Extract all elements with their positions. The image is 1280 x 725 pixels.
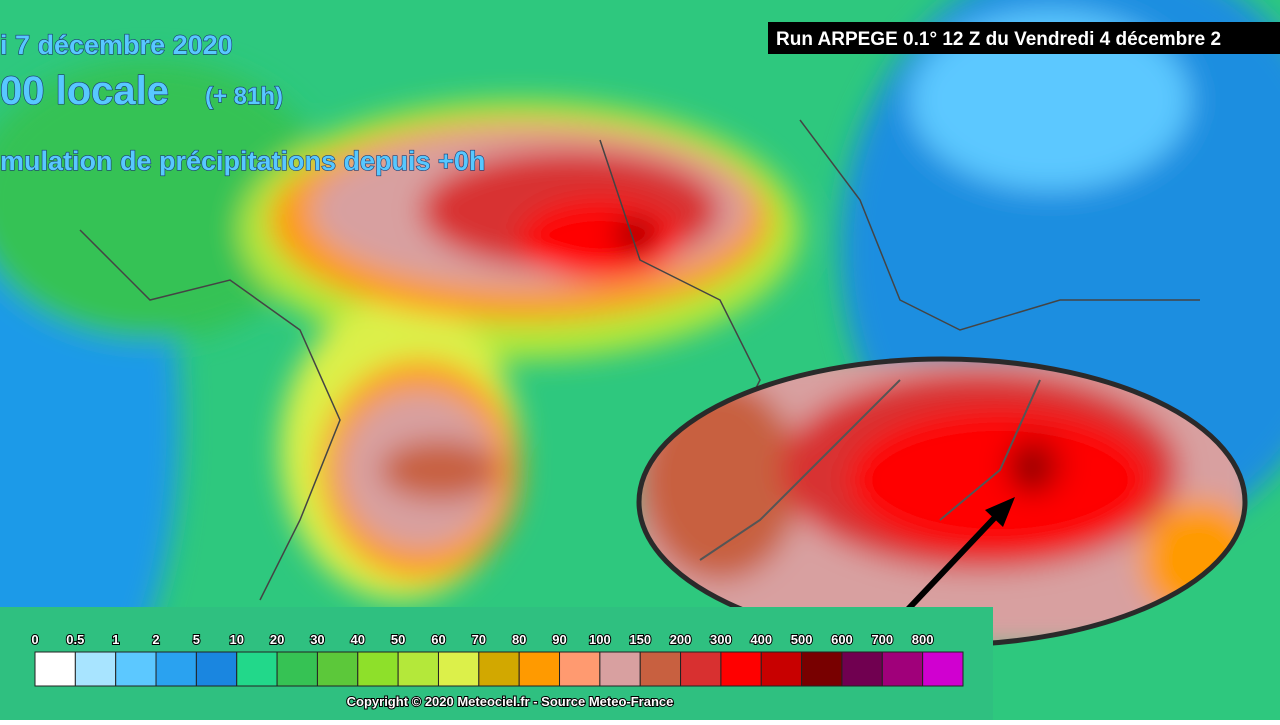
color-swatch <box>518 651 561 687</box>
legend-label: 600 <box>831 632 853 647</box>
run-box <box>768 22 1280 54</box>
field-title: mulation de précipitations depuis +0h <box>0 146 485 176</box>
legend-label: 20 <box>270 632 284 647</box>
legend-label: 90 <box>552 632 566 647</box>
legend-label: 10 <box>230 632 244 647</box>
legend-label: 0 <box>31 632 38 647</box>
legend-label: 500 <box>791 632 813 647</box>
color-swatch <box>155 651 197 687</box>
color-swatch <box>276 651 318 687</box>
lead-time: (+ 81h) <box>205 83 283 110</box>
color-swatch <box>357 651 399 687</box>
legend-label: 0.5 <box>66 632 84 647</box>
color-swatch <box>74 651 117 687</box>
color-swatch <box>881 651 924 687</box>
legend-label: 40 <box>351 632 365 647</box>
color-swatch <box>397 651 439 687</box>
color-swatch <box>922 651 964 687</box>
forecast-time: 00 locale <box>0 69 169 113</box>
legend-label: 800 <box>912 632 934 647</box>
legend-label: 30 <box>310 632 324 647</box>
color-swatch <box>478 651 520 687</box>
run-info: Run ARPEGE 0.1° 12 Z du Vendredi 4 décem… <box>776 29 1221 50</box>
color-swatch <box>437 651 480 687</box>
legend-label: 70 <box>472 632 486 647</box>
color-swatch <box>316 651 359 687</box>
color-swatch <box>801 651 843 687</box>
legend-label: 2 <box>152 632 159 647</box>
legend-label: 400 <box>750 632 772 647</box>
color-swatch <box>559 651 601 687</box>
color-swatch <box>34 651 76 687</box>
zoom-inset <box>636 356 1248 663</box>
legend-label: 200 <box>670 632 692 647</box>
color-swatch <box>720 651 762 687</box>
legend: 0 0.5 1 2 5 10 20 30 40 50 60 70 80 90 100 150 200 300 400… <box>0 607 993 720</box>
legend-label: 100 <box>589 632 611 647</box>
legend-label: 300 <box>710 632 732 647</box>
legend-label: 80 <box>512 632 526 647</box>
legend-label: 5 <box>193 632 200 647</box>
color-swatch <box>195 651 238 687</box>
legend-label: 150 <box>629 632 651 647</box>
color-swatch <box>599 651 641 687</box>
color-swatch <box>680 651 722 687</box>
legend-label: 1 <box>112 632 119 647</box>
forecast-date: i 7 décembre 2020 <box>0 30 233 60</box>
legend-label: 700 <box>871 632 893 647</box>
color-swatch <box>841 651 883 687</box>
color-swatch <box>760 651 803 687</box>
legend-label: 50 <box>391 632 405 647</box>
copyright: Copyright © 2020 Meteociel.fr - Source M… <box>347 694 674 709</box>
color-swatch <box>639 651 682 687</box>
color-swatch <box>115 651 157 687</box>
legend-label: 60 <box>431 632 445 647</box>
color-swatch <box>236 651 278 687</box>
